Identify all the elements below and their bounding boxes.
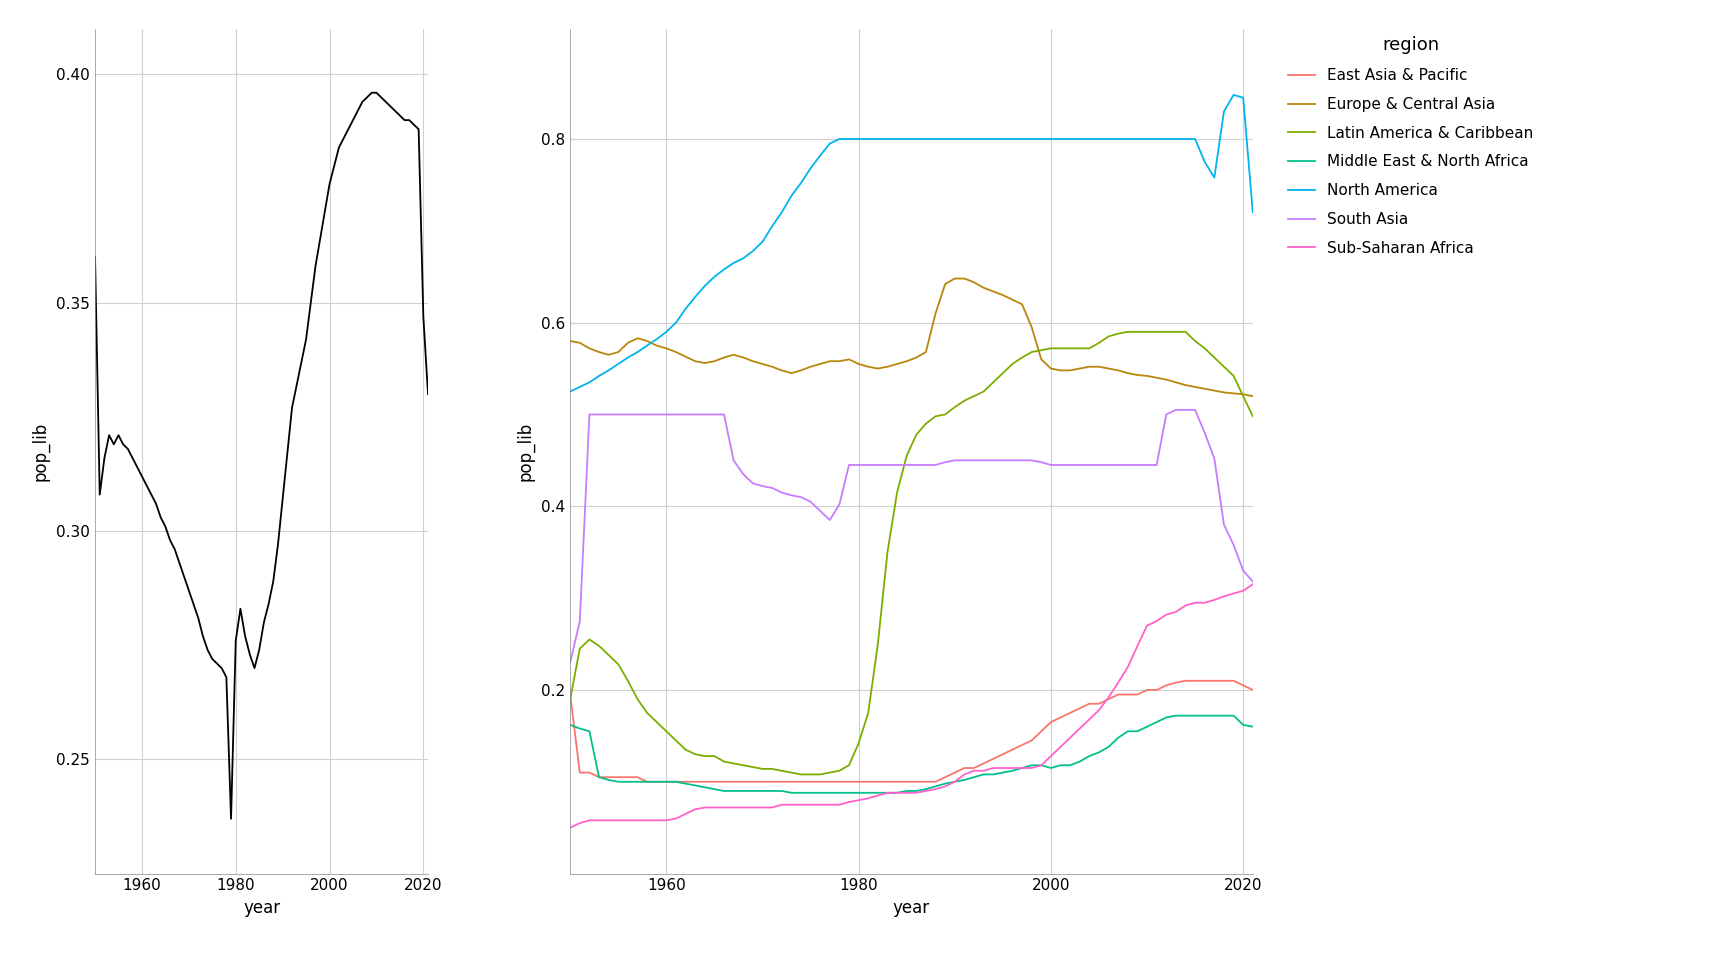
East Asia & Pacific bbox=[1204, 675, 1225, 686]
North America bbox=[657, 326, 677, 338]
Middle East & North Africa bbox=[1032, 759, 1052, 771]
Latin America & Caribbean bbox=[1118, 326, 1139, 338]
Latin America & Caribbean bbox=[800, 769, 821, 780]
Latin America & Caribbean bbox=[954, 395, 975, 406]
Europe & Central Asia bbox=[945, 273, 966, 284]
Europe & Central Asia bbox=[657, 343, 677, 354]
North America bbox=[1242, 206, 1263, 218]
South Asia bbox=[560, 657, 581, 668]
Line: Sub-Saharan Africa: Sub-Saharan Africa bbox=[570, 585, 1253, 828]
Line: North America: North America bbox=[570, 95, 1253, 392]
Sub-Saharan Africa bbox=[1021, 762, 1042, 774]
Middle East & North Africa bbox=[781, 787, 802, 799]
Sub-Saharan Africa bbox=[992, 762, 1013, 774]
Middle East & North Africa bbox=[1165, 709, 1185, 721]
Middle East & North Africa bbox=[1204, 709, 1225, 721]
Europe & Central Asia bbox=[1002, 294, 1023, 305]
Europe & Central Asia bbox=[560, 335, 581, 347]
Europe & Central Asia bbox=[791, 365, 812, 376]
Latin America & Caribbean bbox=[657, 726, 677, 737]
Latin America & Caribbean bbox=[1204, 351, 1225, 363]
East Asia & Pacific bbox=[800, 776, 821, 787]
South Asia bbox=[1021, 455, 1042, 467]
Latin America & Caribbean bbox=[791, 769, 812, 780]
East Asia & Pacific bbox=[560, 688, 581, 700]
Europe & Central Asia bbox=[1242, 391, 1263, 402]
East Asia & Pacific bbox=[1175, 675, 1196, 686]
Middle East & North Africa bbox=[1242, 721, 1263, 732]
Latin America & Caribbean bbox=[1242, 411, 1263, 422]
Latin America & Caribbean bbox=[1032, 345, 1052, 356]
Sub-Saharan Africa bbox=[1242, 579, 1263, 590]
Middle East & North Africa bbox=[657, 776, 677, 787]
Line: Latin America & Caribbean: Latin America & Caribbean bbox=[570, 332, 1253, 775]
South Asia bbox=[1242, 576, 1263, 588]
North America bbox=[791, 178, 812, 189]
East Asia & Pacific bbox=[665, 776, 686, 787]
Line: Europe & Central Asia: Europe & Central Asia bbox=[570, 278, 1253, 396]
Middle East & North Africa bbox=[800, 787, 821, 799]
Latin America & Caribbean bbox=[560, 693, 581, 705]
South Asia bbox=[1165, 404, 1185, 416]
Europe & Central Asia bbox=[954, 273, 975, 284]
East Asia & Pacific bbox=[954, 762, 975, 774]
North America bbox=[945, 133, 966, 145]
Legend: East Asia & Pacific, Europe & Central Asia, Latin America & Caribbean, Middle Ea: East Asia & Pacific, Europe & Central As… bbox=[1287, 36, 1534, 255]
Middle East & North Africa bbox=[954, 774, 975, 785]
Europe & Central Asia bbox=[724, 349, 745, 361]
South Asia bbox=[791, 492, 812, 503]
North America bbox=[724, 257, 745, 269]
Line: South Asia: South Asia bbox=[570, 410, 1253, 662]
North America bbox=[1021, 133, 1042, 145]
South Asia bbox=[992, 455, 1013, 467]
Middle East & North Africa bbox=[560, 719, 581, 731]
X-axis label: year: year bbox=[893, 899, 930, 917]
East Asia & Pacific bbox=[1032, 726, 1052, 737]
North America bbox=[1223, 89, 1244, 101]
South Asia bbox=[945, 455, 966, 467]
Y-axis label: pop_lib: pop_lib bbox=[517, 421, 534, 481]
X-axis label: year: year bbox=[244, 899, 280, 917]
Sub-Saharan Africa bbox=[560, 822, 581, 833]
Sub-Saharan Africa bbox=[657, 815, 677, 827]
Middle East & North Africa bbox=[1002, 765, 1023, 777]
Sub-Saharan Africa bbox=[791, 799, 812, 810]
Sub-Saharan Africa bbox=[724, 802, 745, 813]
North America bbox=[992, 133, 1013, 145]
Sub-Saharan Africa bbox=[945, 776, 966, 787]
North America bbox=[560, 386, 581, 397]
Y-axis label: pop_lib: pop_lib bbox=[31, 421, 50, 481]
East Asia & Pacific bbox=[1002, 744, 1023, 756]
South Asia bbox=[724, 455, 745, 467]
Line: Middle East & North Africa: Middle East & North Africa bbox=[570, 715, 1253, 793]
Europe & Central Asia bbox=[1032, 353, 1052, 365]
East Asia & Pacific bbox=[1242, 684, 1263, 696]
East Asia & Pacific bbox=[636, 776, 657, 787]
Line: East Asia & Pacific: East Asia & Pacific bbox=[570, 681, 1253, 781]
Latin America & Caribbean bbox=[1002, 358, 1023, 370]
South Asia bbox=[657, 409, 677, 420]
